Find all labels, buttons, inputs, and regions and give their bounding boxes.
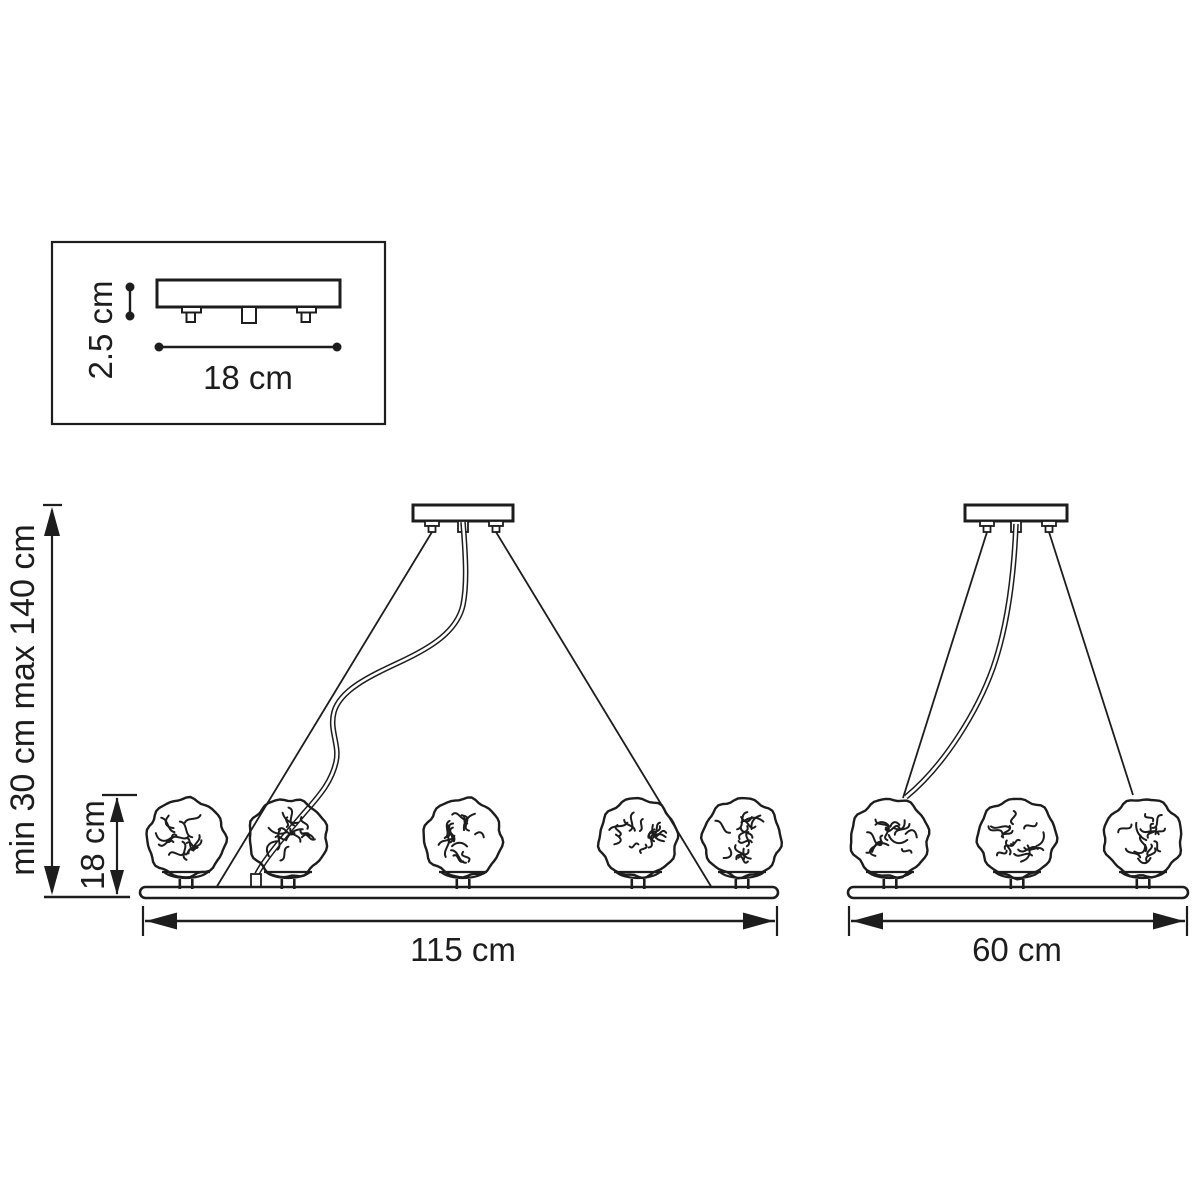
mount-pin-left	[181, 306, 202, 323]
inset-height-label: 2.5 cm	[82, 280, 119, 379]
lamp-shade	[975, 797, 1059, 889]
shade-height-arrow: 18 cm	[74, 797, 124, 895]
shade-sphere-outline	[596, 796, 680, 880]
lamp-shade	[699, 796, 783, 889]
lamp-shade	[849, 797, 931, 889]
ceiling-plate-side-view	[155, 278, 342, 324]
lamp-shade	[248, 798, 329, 889]
large-width-label: 115 cm	[410, 931, 516, 968]
small-fixture: 60 cm	[846, 503, 1190, 968]
shade-sphere-outline	[699, 796, 783, 880]
drop-height-arrow: min 30 cm max 140 cm	[4, 507, 60, 895]
canopy-pin-right	[488, 520, 504, 533]
lamp-shade	[596, 796, 680, 889]
inset-height-dimension: 2.5 cm	[82, 280, 135, 380]
small-width-dimension: 60 cm	[847, 906, 1189, 968]
large-fixture: 115 cm	[138, 503, 783, 968]
dim-dot	[332, 342, 342, 352]
large-fixture-shades	[145, 795, 783, 889]
inset-width-label: 18 cm	[203, 359, 293, 396]
shade-sphere-outline	[422, 796, 505, 879]
suspension-wire-left	[215, 531, 433, 889]
lamp-shade	[1102, 798, 1183, 889]
small-fixture-shades	[849, 797, 1183, 889]
shade-sphere-outline	[248, 798, 329, 879]
shade-texture	[154, 814, 203, 861]
drop-height-label: min 30 cm max 140 cm	[4, 524, 42, 875]
cable-connector	[250, 873, 262, 888]
small-width-label: 60 cm	[972, 931, 1062, 968]
inset-frame	[50, 240, 387, 426]
fixture-bar	[138, 885, 780, 900]
suspension-wire-left	[902, 531, 988, 799]
dim-dot	[125, 311, 135, 321]
lamp-shade	[422, 796, 505, 889]
height-dimensions: min 30 cm max 140 cm 18 cm	[4, 503, 137, 899]
canopy-pin-left	[424, 520, 440, 533]
shade-texture	[1117, 813, 1166, 865]
dim-dot	[125, 282, 135, 292]
power-cable	[254, 521, 469, 876]
suspension-wire-right	[1048, 531, 1134, 796]
shade-sphere-outline	[1102, 798, 1183, 879]
shade-sphere-outline	[849, 797, 931, 880]
shade-texture	[865, 818, 918, 857]
lamp-shade	[145, 795, 229, 889]
shade-height-label: 18 cm	[74, 800, 111, 890]
inset-panel: 2.5 cm 18 cm	[50, 240, 387, 426]
suspension-wire-right	[495, 531, 713, 889]
shade-sphere-outline	[975, 797, 1059, 881]
mount-pin-right	[296, 306, 317, 323]
mount-connector-center	[241, 306, 257, 324]
shade-sphere-outline	[145, 795, 229, 879]
shade-texture	[608, 811, 668, 854]
canopy-plate	[963, 503, 1069, 523]
ceiling-plate	[155, 278, 342, 309]
canopy-pin-right	[1041, 520, 1057, 533]
power-cable	[904, 523, 1019, 800]
fixture-bar	[846, 885, 1190, 900]
canopy-pin-left	[979, 520, 995, 533]
shade-holder	[866, 870, 914, 889]
shade-texture	[265, 806, 316, 862]
shade-texture	[987, 810, 1045, 863]
dim-dot	[154, 342, 164, 352]
shade-texture	[714, 811, 765, 864]
inset-width-dimension: 18 cm	[154, 342, 342, 396]
large-width-dimension: 115 cm	[141, 906, 779, 968]
canopy-plate	[411, 503, 515, 523]
shade-texture	[437, 812, 485, 864]
